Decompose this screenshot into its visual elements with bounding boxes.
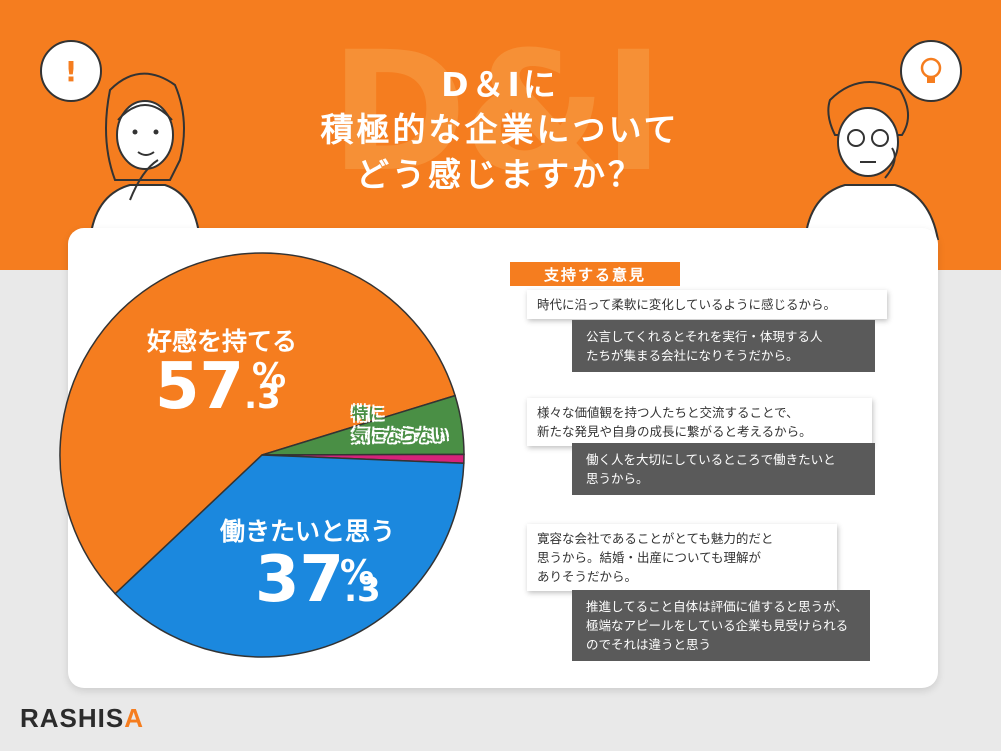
watermark-text: D&I <box>330 16 664 208</box>
label-positive-int: 57 <box>155 350 245 424</box>
opinion-2: 公言してくれるとそれを実行・体現する人 たちが集まる会社になりそうだから。 <box>572 320 875 372</box>
opinion-1: 時代に沿って柔軟に変化しているように感じるから。 <box>527 290 887 319</box>
title-line-2: 積極的な企業について <box>320 110 680 149</box>
title-line-3: どう感じますか？ <box>356 155 644 194</box>
opinion-6: 推進してること自体は評価に値すると思うが、 極端なアピールをしている企業も見受け… <box>572 590 870 661</box>
label-want-int: 37 <box>255 543 345 617</box>
opinions-heading: 支持する意見 <box>510 262 680 286</box>
opinion-3: 様々な価値観を持つ人たちと交流することで、 新たな発見や自身の成長に繋がると考え… <box>527 398 872 446</box>
pie-slice-3 <box>114 454 465 658</box>
woman-illustration <box>88 72 202 240</box>
page-title: D＆Iに 積極的な企業について どう感じますか？ <box>200 62 800 197</box>
speech-bubble-right <box>900 40 962 102</box>
label-positive-name: 好感を持てる <box>147 327 298 356</box>
man-illustration <box>803 81 940 240</box>
label-positive-value: 57.3 <box>155 355 281 419</box>
rashisa-logo: RASHISA <box>20 703 144 734</box>
title-line-1: D＆Iに <box>441 65 559 104</box>
label-positive-dec: .3 <box>244 377 281 417</box>
label-neutral-line1: 特に <box>352 404 385 423</box>
label-neutral: 特に 気にならない <box>352 403 448 447</box>
logo-accent: A <box>124 703 145 733</box>
label-neutral-line2: 気にならない <box>352 426 449 445</box>
speech-bubble-left: ! <box>40 40 102 102</box>
opinion-4: 働く人を大切にしているところで働きたいと 思うから。 <box>572 443 875 495</box>
label-want-value: 37.3 <box>255 548 381 612</box>
opinion-5: 寛容な会社であることがとても魅力的だと 思うから。結婚・出産についても理解が あ… <box>527 524 837 591</box>
label-want-name: 働きたいと思う <box>220 517 396 546</box>
label-want-pct: % <box>340 553 375 593</box>
pie-slice-0 <box>59 252 457 595</box>
exclamation-icon: ! <box>64 54 78 88</box>
label-want-dec: .3 <box>344 570 381 610</box>
logo-text: RASHIS <box>20 703 125 733</box>
label-positive-pct: % <box>252 356 287 396</box>
lightbulb-icon <box>920 57 942 83</box>
